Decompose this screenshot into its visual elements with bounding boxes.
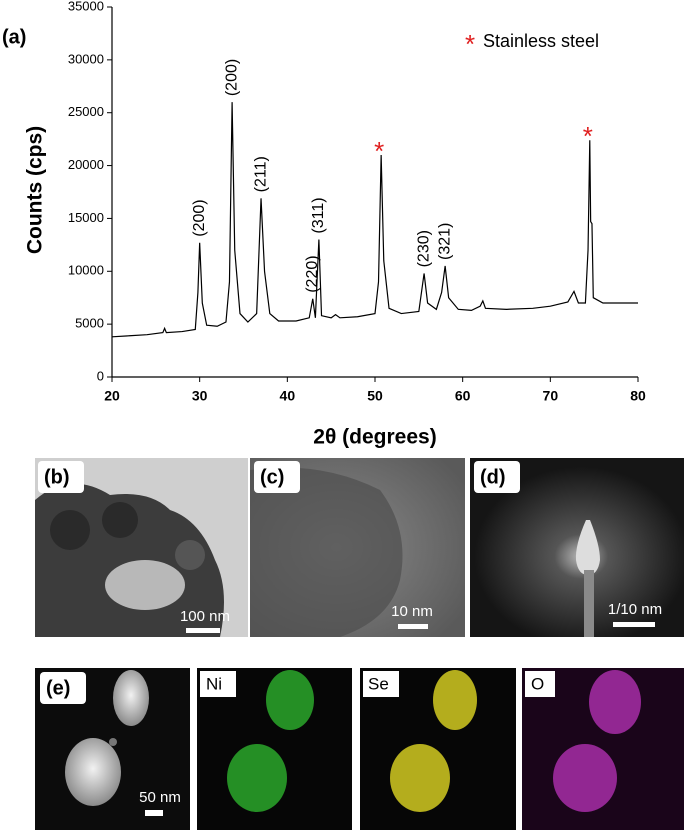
y-tick-label: 20000: [68, 157, 104, 172]
element-label: O: [531, 674, 544, 693]
panel-c: (c) 10 nm: [250, 458, 465, 637]
y-tick-label: 0: [97, 368, 104, 383]
xrd-line: [111, 102, 638, 338]
peak-label: (200): [223, 59, 240, 96]
x-tick-label: 20: [104, 388, 120, 404]
x-tick-label: 60: [455, 388, 471, 404]
peak-label: (211): [252, 156, 269, 192]
peak-label: (230): [415, 230, 432, 267]
panel-label: (c): [260, 466, 284, 488]
scale-bar-label: 100 nm: [180, 608, 230, 625]
y-axis-title: Counts (cps): [24, 126, 47, 254]
peak-label: (200): [191, 199, 208, 236]
panel-ni: Ni: [197, 668, 352, 830]
element-label: Ni: [206, 674, 222, 693]
peak-label: (311): [310, 197, 327, 233]
y-tick-label: 15000: [68, 210, 104, 225]
panel-e: (e) 50 nm: [35, 668, 190, 830]
panel-label: (a): [2, 26, 26, 48]
scale-bar-label: 1/10 nm: [608, 601, 662, 618]
scale-bar-label: 50 nm: [139, 789, 181, 806]
scale-bar-label: 10 nm: [391, 603, 433, 620]
x-tick-label: 50: [367, 388, 383, 404]
x-tick-label: 30: [192, 388, 208, 404]
panel-label: (e): [46, 677, 70, 699]
panel-label: (d): [480, 466, 506, 488]
panel-d: (d) 1/10 nm: [470, 458, 684, 637]
peak-label: (220): [304, 255, 321, 292]
element-label: Se: [368, 674, 389, 693]
peak-marker: *: [583, 121, 593, 151]
panel-se: Se: [360, 668, 516, 830]
panel-b: (b) 100 nm: [35, 458, 248, 637]
legend-label: Stainless steel: [483, 31, 599, 51]
peak-marker: *: [374, 136, 384, 166]
legend-marker: *: [465, 29, 475, 59]
y-tick-label: 5000: [75, 316, 104, 331]
panel-label: (b): [44, 466, 70, 488]
plot: 0 5000 10000 15000 20000 25000 30000 35000 20 30 4…: [68, 0, 646, 404]
peak-label: (321): [436, 223, 453, 260]
x-axis-title: 2θ (degrees): [313, 426, 436, 449]
y-tick-label: 35000: [68, 0, 104, 13]
y-tick-label: 25000: [68, 104, 104, 119]
x-tick-label: 40: [280, 388, 296, 404]
panel-o: O: [522, 668, 684, 830]
y-tick-label: 10000: [68, 263, 104, 278]
y-tick-label: 30000: [68, 51, 104, 66]
x-tick-label: 70: [543, 388, 559, 404]
x-tick-label: 80: [630, 388, 646, 404]
